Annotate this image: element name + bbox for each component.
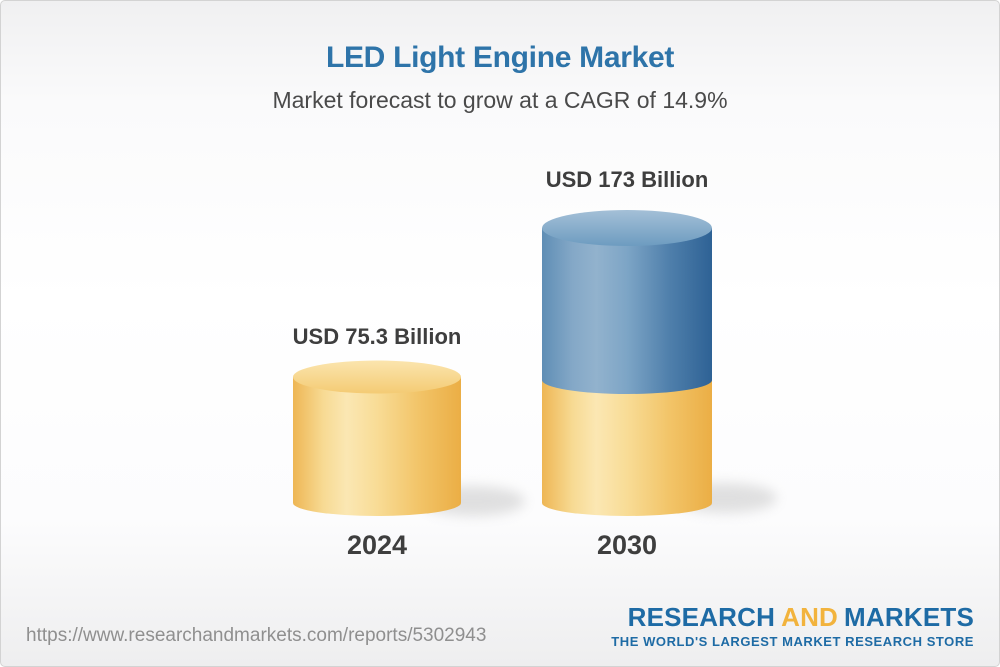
logo-wordmark: RESEARCH AND MARKETS: [611, 603, 974, 632]
page-subtitle: Market forecast to grow at a CAGR of 14.…: [272, 87, 728, 113]
bar-2030-growth-segment: [542, 228, 712, 394]
page-title: LED Light Engine Market: [325, 41, 675, 74]
bar-2030: [542, 210, 712, 516]
value-label-2030: USD 173 Billion: [545, 167, 709, 192]
logo-tagline: THE WORLD'S LARGEST MARKET RESEARCH STOR…: [611, 633, 974, 649]
category-label-2030: 2030: [596, 530, 658, 560]
value-label-2024: USD 75.3 Billion: [292, 324, 462, 349]
logo-word-research: RESEARCH: [627, 602, 776, 632]
logo-word-markets: MARKETS: [844, 602, 974, 632]
report-url-link[interactable]: https://www.researchandmarkets.com/repor…: [26, 625, 487, 646]
bar-2030-base-segment: [542, 380, 712, 516]
logo-word-and: AND: [781, 602, 839, 632]
bar-2024: [293, 360, 461, 516]
research-and-markets-logo[interactable]: RESEARCH AND MARKETS THE WORLD'S LARGEST M…: [611, 603, 974, 649]
category-label-2024: 2024: [346, 530, 408, 560]
